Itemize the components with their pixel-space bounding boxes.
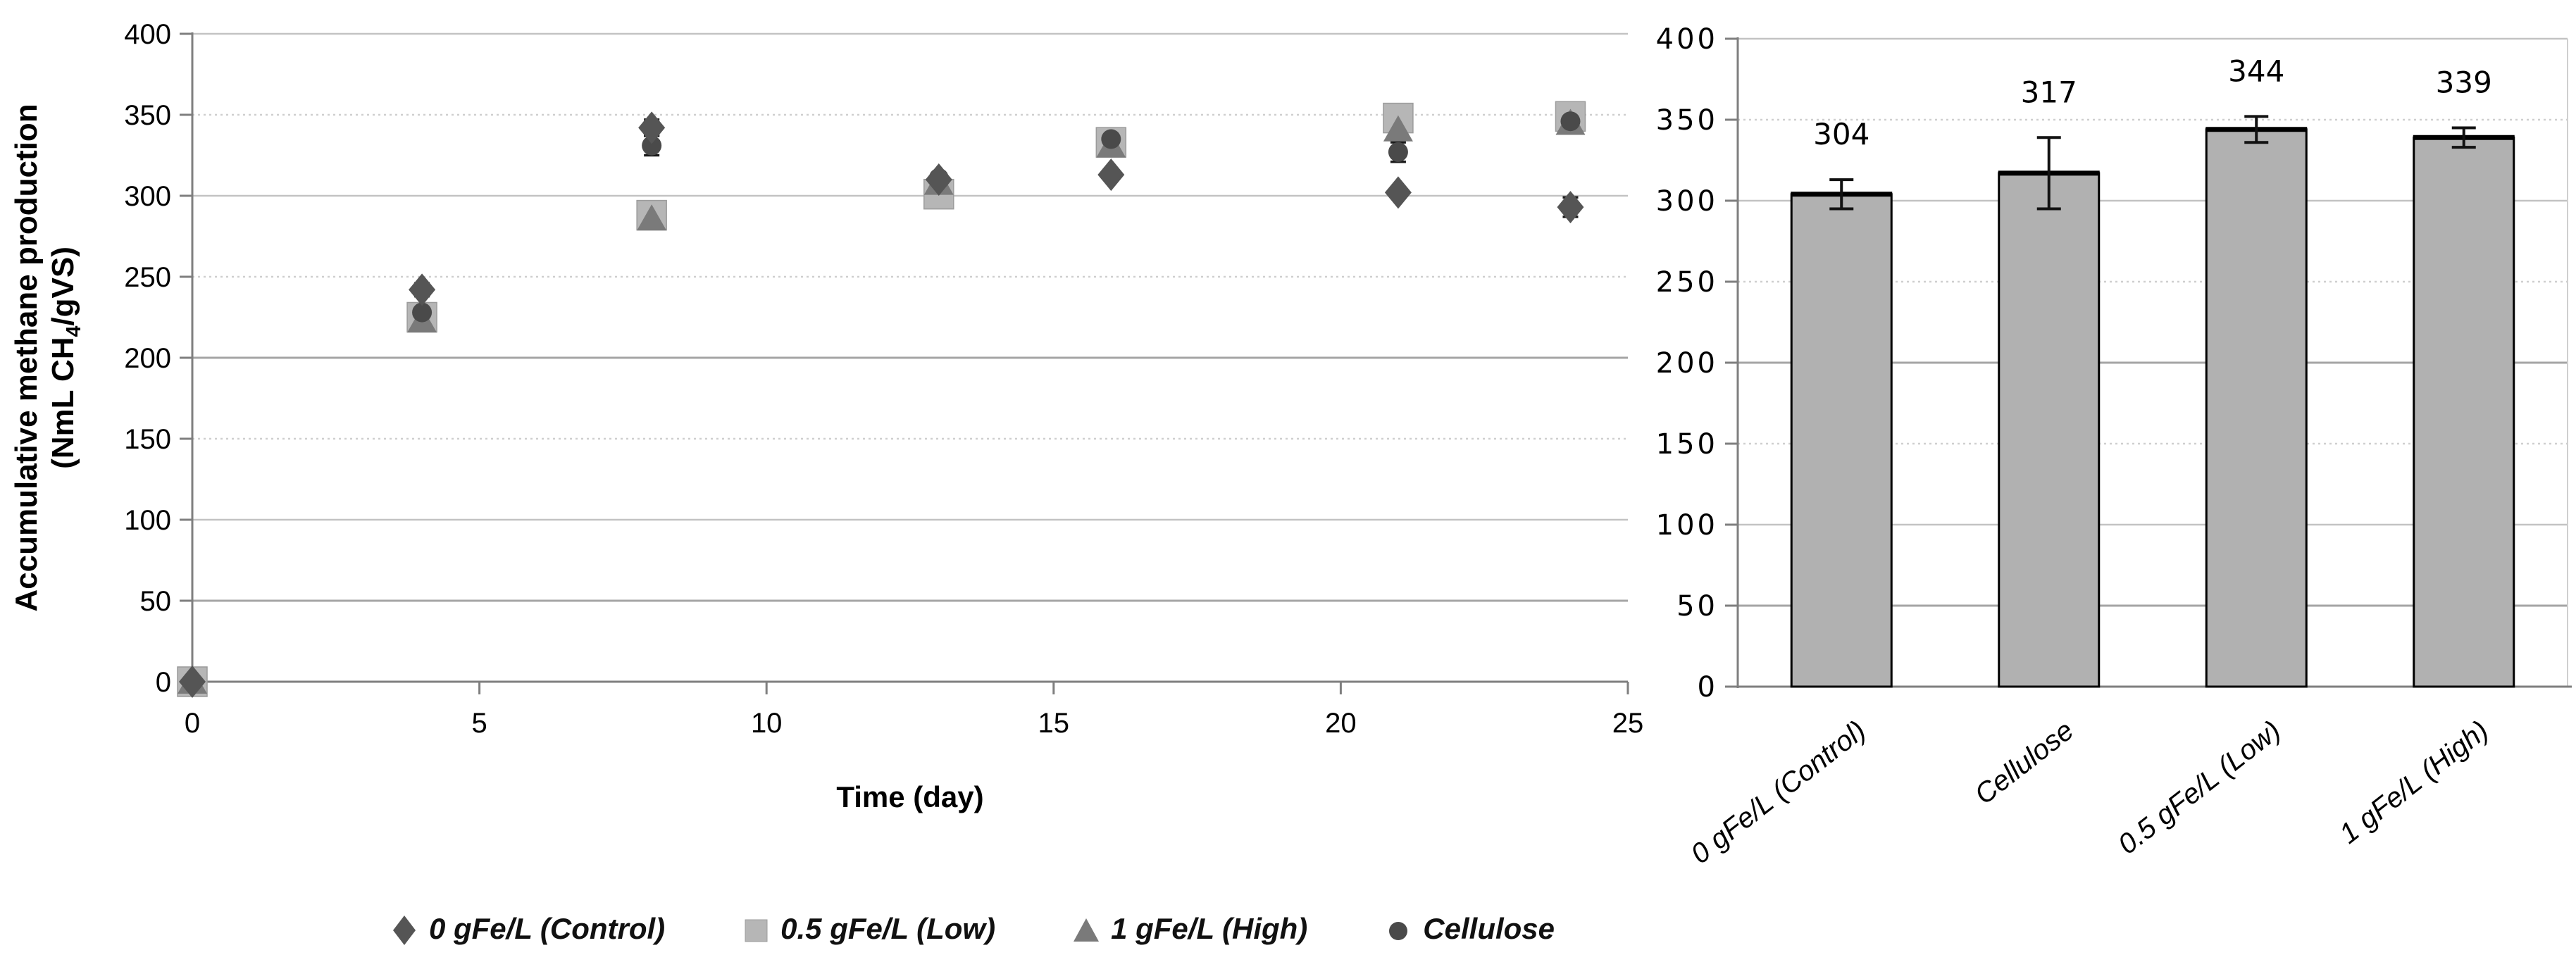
scatter-point-triangle-day8	[637, 204, 667, 231]
bar-y-tick-label: 250	[1656, 266, 1718, 299]
diamond-icon	[392, 916, 416, 945]
bar-y-tick-label: 0	[1698, 671, 1718, 704]
legend-label: 0.5 gFe/L (Low)	[780, 912, 996, 945]
legend-marker-square-icon	[745, 919, 768, 942]
scatter-x-tick-label: 15	[1038, 708, 1070, 739]
bar-y-tick-label: 150	[1656, 428, 1718, 461]
scatter-y-axis-title: Accumulative methane production (NmL CH4…	[8, 34, 87, 682]
legend-label: 0 gFe/L (Control)	[428, 912, 666, 945]
scatter-point-circle-day8	[642, 135, 662, 156]
scatter-point-circle-day16	[1101, 129, 1121, 149]
bar-y-tick-label: 300	[1656, 185, 1718, 218]
bar-value-label: 304	[1813, 117, 1869, 151]
scatter-point-diamond-day0	[179, 666, 206, 698]
scatter-point-diamond-day4	[409, 273, 436, 306]
bar-y-tick-label: 100	[1656, 509, 1718, 542]
scatter-x-tick-label: 25	[1612, 708, 1644, 739]
scatter-point-circle-day24	[1560, 111, 1581, 132]
bar-2	[2205, 128, 2308, 688]
scatter-point-circle-day4	[412, 302, 433, 323]
circle-icon	[1389, 922, 1408, 940]
scatter-point-diamond-day16	[1097, 158, 1125, 192]
legend-item-circle: Cellulose	[1383, 911, 1555, 947]
scatter-y-tick-label: 100	[124, 505, 171, 536]
scatter-point-diamond-day24	[1557, 191, 1584, 224]
legend-item-diamond: 0 gFe/L (Control)	[390, 911, 665, 947]
bar-y-tick-label: 50	[1676, 590, 1718, 623]
legend-label: 1 gFe/L (High)	[1111, 912, 1308, 945]
scatter-y-tick-label: 400	[124, 19, 171, 50]
bar-value-label: 344	[2228, 54, 2284, 88]
triangle-icon	[1074, 918, 1100, 942]
scatter-legend: 0 gFe/L (Control) 0.5 gFe/L (Low) 1 gFe/L …	[232, 904, 1712, 954]
scatter-y-tick-label: 250	[124, 262, 171, 293]
legend-item-square: 0.5 gFe/L (Low)	[741, 911, 995, 947]
scatter-y-tick-label: 200	[124, 343, 171, 374]
scatter-x-tick-label: 0	[185, 708, 200, 739]
y-title-subscript: 4	[62, 325, 85, 337]
scatter-y-tick-label: 350	[124, 100, 171, 131]
legend-label: Cellulose	[1423, 912, 1555, 945]
scatter-point-diamond-day13	[925, 163, 952, 196]
bar-0	[1790, 193, 1893, 688]
legend-marker-diamond-icon	[392, 916, 416, 945]
scatter-x-axis-title: Time (day)	[836, 780, 984, 813]
bar-y-tick-label: 350	[1656, 104, 1718, 137]
y-title-line2: (NmL CH4/gVS)	[45, 246, 85, 469]
scatter-y-tick-label: 0	[156, 667, 171, 698]
scatter-x-tick-label: 10	[751, 708, 783, 739]
legend-marker-triangle-icon	[1074, 918, 1100, 942]
scatter-x-tick-label: 20	[1325, 708, 1357, 739]
scatter-point-triangle-day21	[1383, 115, 1413, 142]
legend-item-triangle: 1 gFe/L (High)	[1071, 911, 1307, 947]
bar-1	[1998, 172, 2101, 688]
bar-y-tick-label: 200	[1656, 347, 1718, 380]
bar-y-tick-label: 400	[1656, 23, 1718, 56]
bar-value-label: 317	[2021, 75, 2077, 109]
scatter-y-tick-label: 150	[124, 424, 171, 455]
scatter-point-diamond-day21	[1384, 176, 1412, 209]
y-title-line1: Accumulative methane production	[9, 104, 44, 612]
scatter-point-diamond-day8	[638, 111, 666, 144]
scatter-y-tick-label: 50	[140, 586, 172, 617]
scatter-y-tick-label: 300	[124, 181, 171, 212]
scatter-point-circle-day21	[1388, 142, 1408, 162]
legend-marker-circle-icon	[1389, 922, 1408, 940]
square-icon	[745, 919, 768, 942]
scatter-x-tick-label: 5	[471, 708, 487, 739]
bar-3	[2413, 136, 2515, 688]
bar-value-label: 339	[2436, 65, 2492, 100]
